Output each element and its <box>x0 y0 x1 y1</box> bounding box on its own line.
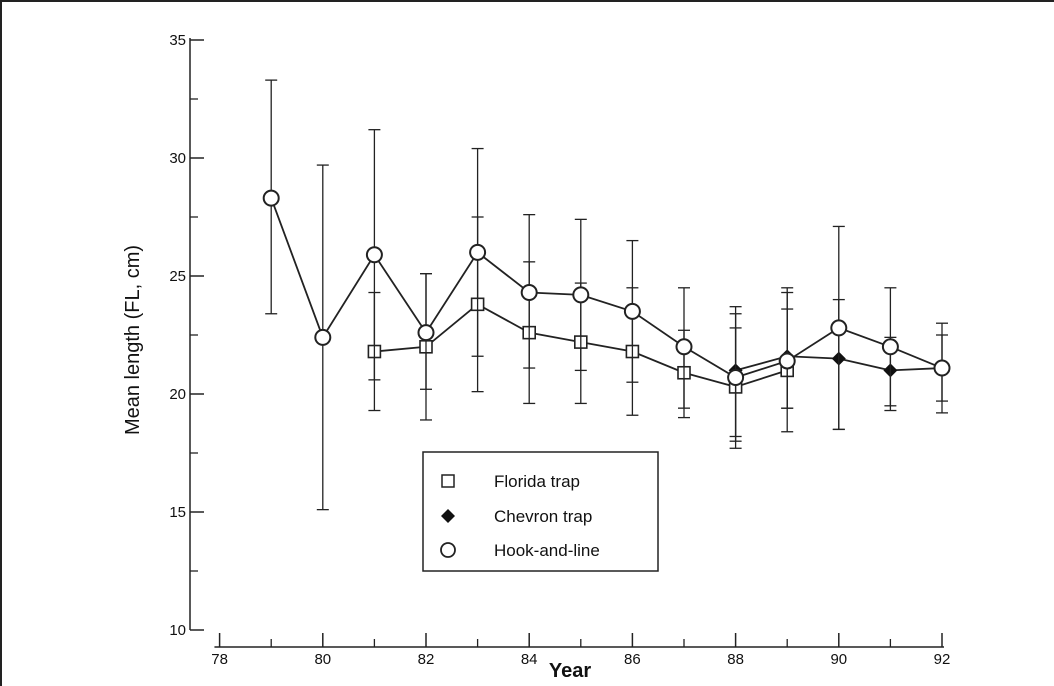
y-tick-label: 10 <box>169 622 186 639</box>
error-bars-hook-and-line <box>265 79 948 511</box>
y-tick-label: 30 <box>169 150 186 167</box>
x-tick-label: 86 <box>624 651 641 668</box>
axes: 10 15 20 25 30 35 78 80 82 84 86 88 90 92 <box>169 32 950 668</box>
data-point-circle <box>365 246 383 264</box>
data-point-circle <box>572 286 590 304</box>
legend-item-chevron-trap: Chevron trap <box>441 507 592 526</box>
x-tick-label: 84 <box>521 651 538 668</box>
legend-square-marker <box>441 474 455 488</box>
series-hook-and-line <box>262 79 951 511</box>
x-tick-label: 82 <box>418 651 435 668</box>
data-point-circle <box>830 319 848 337</box>
legend-box <box>422 451 659 572</box>
y-tick-label: 35 <box>169 32 186 49</box>
y-tick-label: 20 <box>169 386 186 403</box>
x-axis-title: Year <box>549 660 591 682</box>
x-tick-label: 92 <box>934 651 951 668</box>
data-point-circle <box>417 324 435 342</box>
legend-label-chevron-trap: Chevron trap <box>494 507 592 526</box>
data-point-circle <box>520 284 538 302</box>
y-tick-label: 15 <box>169 504 186 521</box>
data-point-circle <box>778 352 796 370</box>
data-point-circle <box>675 338 693 356</box>
legend: Florida trap Chevron trap Hook-and-line <box>422 451 659 572</box>
data-point-circle <box>314 328 332 346</box>
legend-item-hook-and-line: Hook-and-line <box>440 541 600 560</box>
x-tick-label: 80 <box>314 651 331 668</box>
y-tick-label: 25 <box>169 268 186 285</box>
legend-label-florida-trap: Florida trap <box>494 472 580 491</box>
series-layer <box>262 79 951 511</box>
data-point-circle <box>933 359 951 377</box>
legend-diamond-marker <box>441 509 455 523</box>
data-point-circle <box>881 338 899 356</box>
x-tick-label: 88 <box>727 651 744 668</box>
x-tick-label: 78 <box>211 651 228 668</box>
data-point-circle <box>262 189 280 207</box>
series-line-hook-and-line <box>270 197 943 379</box>
x-tick-label: 90 <box>830 651 847 668</box>
legend-item-florida-trap: Florida trap <box>441 472 580 491</box>
legend-circle-marker <box>440 542 456 558</box>
y-axis-title: Mean length (FL, cm) <box>122 245 144 435</box>
data-point-circle <box>469 243 487 261</box>
data-point-circle <box>727 368 745 386</box>
legend-label-hook-and-line: Hook-and-line <box>494 541 600 560</box>
data-point-circle <box>623 302 641 320</box>
